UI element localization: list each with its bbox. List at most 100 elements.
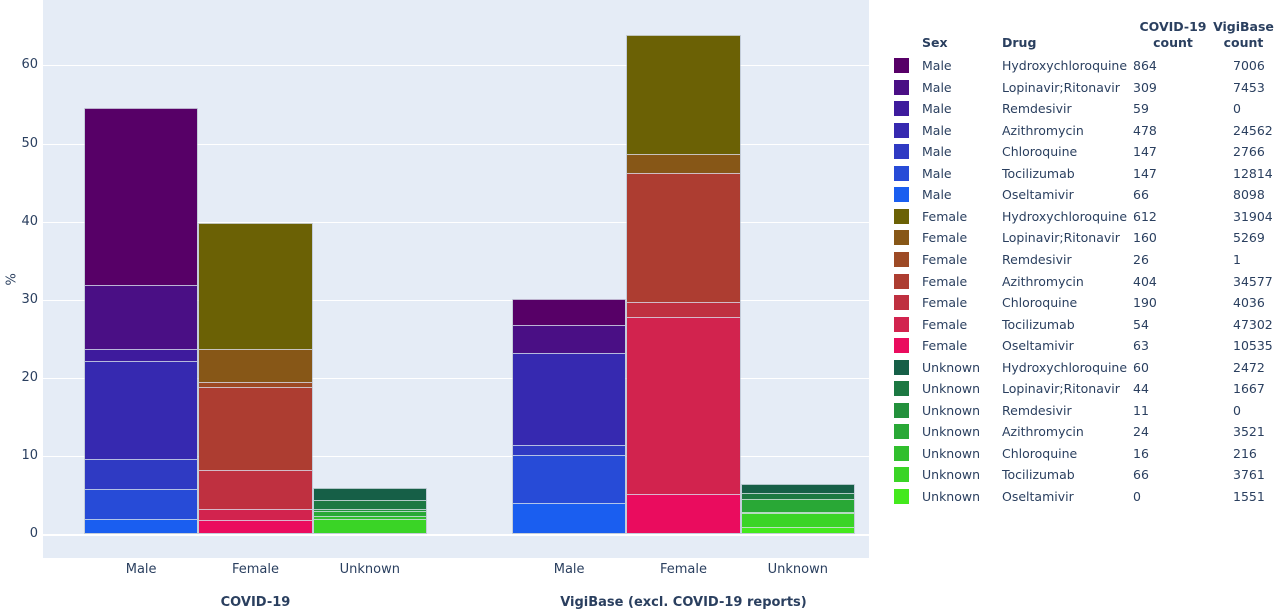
legend-drug: Oseltamivir <box>1002 489 1074 504</box>
bar-segment-hydroxychloroquine[interactable] <box>627 34 740 154</box>
bar-segment-hydroxychloroquine[interactable] <box>741 483 854 493</box>
bar-segment-oseltamivir[interactable] <box>627 493 740 533</box>
bar-segment-lopinavir-ritonavir[interactable] <box>199 348 312 382</box>
x-tick-label-male: Male <box>125 562 157 577</box>
bar-segment-hydroxychloroquine[interactable] <box>313 487 426 500</box>
legend-color-swatch <box>894 273 909 289</box>
legend-drug: Hydroxychloroquine <box>1002 359 1128 375</box>
bar-segment-remdesivir[interactable] <box>85 348 198 361</box>
legend-sex: Unknown <box>922 467 981 483</box>
gridline <box>43 299 869 301</box>
bar-segment-lopinavir-ritonavir[interactable] <box>741 492 854 500</box>
legend-sex: Male <box>922 144 952 160</box>
y-tick-label: 60 <box>21 57 38 73</box>
bar-segment-azithromycin[interactable] <box>627 173 740 303</box>
legend-sex: Female <box>922 208 968 224</box>
legend-drug: Azithromycin <box>1002 424 1084 440</box>
legend-sex: Female <box>922 273 968 289</box>
legend-vigibase-count: 2766 <box>1233 144 1265 160</box>
bar-segment-azithromycin[interactable] <box>313 511 426 517</box>
bar-segment-hydroxychloroquine[interactable] <box>513 299 626 326</box>
bar-segment-oseltamivir[interactable] <box>513 502 626 533</box>
legend-sex: Female <box>922 316 968 332</box>
bar-segment-tocilizumab[interactable] <box>741 513 854 528</box>
legend-header-row: Sex Drug COVID-19 count VigiBase count <box>894 6 1280 50</box>
legend-color-swatch <box>894 295 909 311</box>
legend-row: Male Tocilizumab 147 12814 <box>894 163 1280 185</box>
bar-segment-tocilizumab[interactable] <box>85 489 198 520</box>
stacked-bar-unknown-panel2 <box>740 483 855 534</box>
legend-drug: Chloroquine <box>1002 144 1078 160</box>
bar-segment-lopinavir-ritonavir[interactable] <box>513 325 626 354</box>
bar-segment-tocilizumab[interactable] <box>313 519 426 533</box>
legend-vigibase-count: 1551 <box>1233 489 1265 504</box>
bar-segment-tocilizumab[interactable] <box>199 508 312 521</box>
bar-segment-chloroquine[interactable] <box>627 302 740 318</box>
legend-table: Sex Drug COVID-19 count VigiBase count M… <box>894 6 1280 504</box>
bar-segment-chloroquine[interactable] <box>199 469 312 509</box>
legend-covid19-count: 160 <box>1133 230 1157 246</box>
legend-vigibase-count: 10535 <box>1233 338 1273 354</box>
bar-segment-oseltamivir[interactable] <box>85 519 198 533</box>
legend-sex: Female <box>922 230 968 246</box>
legend-sex: Male <box>922 187 952 203</box>
legend-covid19-count: 66 <box>1133 467 1149 483</box>
legend-row: Male Hydroxychloroquine 864 7006 <box>894 55 1280 77</box>
legend-covid19-count: 147 <box>1133 144 1157 160</box>
bar-segment-tocilizumab[interactable] <box>627 317 740 494</box>
bar-segment-hydroxychloroquine[interactable] <box>199 222 312 349</box>
bar-segment-azithromycin[interactable] <box>85 360 198 460</box>
legend-vigibase-count: 7453 <box>1233 79 1265 95</box>
legend-header-covid-count: COVID-19 count <box>1139 19 1207 50</box>
legend-covid19-count: 478 <box>1133 122 1157 138</box>
legend-vigibase-count: 12814 <box>1233 165 1273 181</box>
bar-segment-remdesivir[interactable] <box>313 509 426 512</box>
bar-segment-lopinavir-ritonavir[interactable] <box>85 285 198 349</box>
legend-header-drug: Drug <box>1002 35 1037 50</box>
bar-segment-remdesivir[interactable] <box>199 381 312 387</box>
legend-sex: Unknown <box>922 359 981 375</box>
bar-segment-chloroquine[interactable] <box>741 512 854 514</box>
legend-row: Unknown Azithromycin 24 3521 <box>894 421 1280 443</box>
legend-row: Male Azithromycin 478 24562 <box>894 120 1280 142</box>
legend-sex: Female <box>922 251 968 267</box>
legend-color-swatch <box>894 101 909 117</box>
legend-vigibase-count: 0 <box>1233 101 1241 117</box>
legend-row: Male Oseltamivir 66 8098 <box>894 184 1280 206</box>
legend-color-swatch <box>894 467 909 483</box>
legend-row: Unknown Lopinavir;Ritonavir 44 1667 <box>894 378 1280 400</box>
legend-row: Female Chloroquine 190 4036 <box>894 292 1280 314</box>
legend-row: Unknown Hydroxychloroquine 60 2472 <box>894 357 1280 379</box>
bar-segment-chloroquine[interactable] <box>85 459 198 490</box>
legend-color-swatch <box>894 359 909 375</box>
legend-vigibase-count: 4036 <box>1233 295 1265 311</box>
bar-segment-oseltamivir[interactable] <box>741 527 854 533</box>
bar-segment-chloroquine[interactable] <box>513 444 626 456</box>
panel-label: VigiBase (excl. COVID-19 reports) <box>560 595 807 610</box>
legend-sex: Female <box>922 295 968 311</box>
legend-vigibase-count: 34577 <box>1233 273 1273 289</box>
legend-covid19-count: 864 <box>1133 58 1157 73</box>
bar-segment-azithromycin[interactable] <box>199 386 312 470</box>
bar-segment-lopinavir-ritonavir[interactable] <box>627 153 740 174</box>
legend-covid19-count: 63 <box>1133 338 1149 354</box>
bar-segment-chloroquine[interactable] <box>313 516 426 520</box>
plot-area <box>43 0 869 558</box>
bar-segment-hydroxychloroquine[interactable] <box>85 107 198 286</box>
x-tick-label-female: Female <box>659 562 707 577</box>
stacked-bar-unknown-panel1 <box>312 487 427 534</box>
legend-vigibase-count: 31904 <box>1233 208 1273 224</box>
legend-color-swatch <box>894 144 909 160</box>
legend-row: Female Oseltamivir 63 10535 <box>894 335 1280 357</box>
bar-segment-azithromycin[interactable] <box>741 499 854 513</box>
legend-vigibase-count: 0 <box>1233 402 1241 418</box>
bar-segment-azithromycin[interactable] <box>513 353 626 445</box>
bar-segment-oseltamivir[interactable] <box>199 520 312 533</box>
legend-vigibase-count: 3521 <box>1233 424 1265 440</box>
bar-segment-tocilizumab[interactable] <box>513 455 626 503</box>
panel-label: COVID-19 <box>220 595 291 610</box>
legend-drug: Hydroxychloroquine <box>1002 58 1128 73</box>
bar-segment-lopinavir-ritonavir[interactable] <box>313 499 426 509</box>
legend-drug: Oseltamivir <box>1002 338 1074 354</box>
legend-header-vigibase-count: VigiBase count <box>1213 19 1274 50</box>
